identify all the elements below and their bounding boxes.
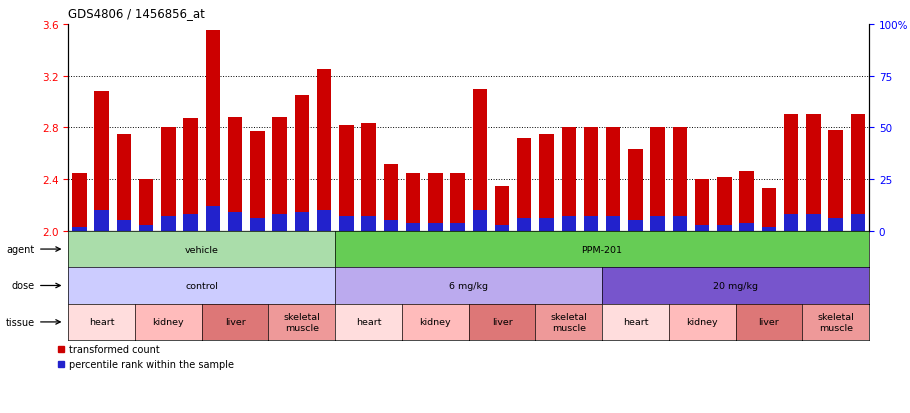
Bar: [161, 128, 176, 231]
Text: skeletal
muscle: skeletal muscle: [551, 313, 587, 332]
Text: tissue: tissue: [5, 317, 35, 327]
Bar: [628, 221, 642, 231]
Bar: [206, 206, 220, 231]
Text: dose: dose: [12, 281, 35, 291]
Bar: [450, 223, 465, 231]
Bar: [561, 217, 576, 231]
Bar: [384, 164, 398, 231]
Bar: [606, 128, 621, 231]
Text: percentile rank within the sample: percentile rank within the sample: [69, 359, 235, 369]
Bar: [250, 132, 265, 231]
Text: skeletal
muscle: skeletal muscle: [283, 313, 320, 332]
Bar: [517, 138, 531, 231]
Bar: [95, 92, 109, 231]
Bar: [784, 215, 798, 231]
Bar: [139, 180, 153, 231]
Bar: [116, 135, 131, 231]
Bar: [740, 172, 753, 231]
Bar: [651, 128, 665, 231]
Bar: [95, 211, 109, 231]
Bar: [828, 219, 843, 231]
Bar: [295, 96, 309, 231]
Bar: [339, 217, 353, 231]
Text: liver: liver: [225, 318, 246, 327]
Bar: [139, 225, 153, 231]
Text: control: control: [186, 281, 218, 290]
Bar: [406, 223, 420, 231]
Bar: [361, 217, 376, 231]
Bar: [740, 223, 753, 231]
Bar: [828, 131, 843, 231]
Bar: [472, 211, 487, 231]
Bar: [762, 227, 776, 231]
Text: kidney: kidney: [686, 318, 718, 327]
Bar: [384, 221, 398, 231]
Bar: [695, 180, 710, 231]
Text: PPM-201: PPM-201: [581, 245, 622, 254]
Text: liver: liver: [759, 318, 779, 327]
Bar: [295, 213, 309, 231]
Bar: [339, 126, 353, 231]
Text: heart: heart: [356, 318, 381, 327]
Bar: [561, 128, 576, 231]
Bar: [184, 215, 197, 231]
Bar: [72, 227, 86, 231]
Text: liver: liver: [491, 318, 512, 327]
Bar: [495, 225, 510, 231]
Bar: [784, 115, 798, 231]
Text: skeletal
muscle: skeletal muscle: [817, 313, 854, 332]
Bar: [161, 217, 176, 231]
Bar: [540, 135, 553, 231]
Bar: [228, 213, 242, 231]
Bar: [495, 186, 510, 231]
Bar: [672, 217, 687, 231]
Bar: [116, 221, 131, 231]
Text: 20 mg/kg: 20 mg/kg: [713, 281, 758, 290]
Bar: [584, 128, 598, 231]
Bar: [672, 128, 687, 231]
Bar: [762, 189, 776, 231]
Bar: [428, 223, 442, 231]
Bar: [228, 118, 242, 231]
Bar: [206, 31, 220, 231]
Bar: [317, 211, 331, 231]
Text: agent: agent: [6, 244, 35, 254]
Text: kidney: kidney: [153, 318, 184, 327]
Text: heart: heart: [89, 318, 115, 327]
Text: kidney: kidney: [420, 318, 451, 327]
Bar: [184, 119, 197, 231]
Bar: [272, 118, 287, 231]
Bar: [851, 115, 865, 231]
Bar: [272, 215, 287, 231]
Bar: [540, 219, 553, 231]
Bar: [606, 217, 621, 231]
Bar: [406, 173, 420, 231]
Bar: [717, 225, 732, 231]
Text: 6 mg/kg: 6 mg/kg: [450, 281, 488, 290]
Bar: [317, 70, 331, 231]
Bar: [806, 215, 821, 231]
Bar: [72, 173, 86, 231]
Bar: [695, 225, 710, 231]
Bar: [584, 217, 598, 231]
Bar: [851, 215, 865, 231]
Bar: [806, 115, 821, 231]
Bar: [628, 150, 642, 231]
Text: transformed count: transformed count: [69, 344, 160, 354]
Bar: [428, 173, 442, 231]
Bar: [517, 219, 531, 231]
Bar: [717, 177, 732, 231]
Text: GDS4806 / 1456856_at: GDS4806 / 1456856_at: [68, 7, 205, 20]
Bar: [651, 217, 665, 231]
Bar: [250, 219, 265, 231]
Bar: [450, 173, 465, 231]
Text: vehicle: vehicle: [185, 245, 218, 254]
Bar: [472, 89, 487, 231]
Text: heart: heart: [622, 318, 648, 327]
Bar: [361, 124, 376, 231]
